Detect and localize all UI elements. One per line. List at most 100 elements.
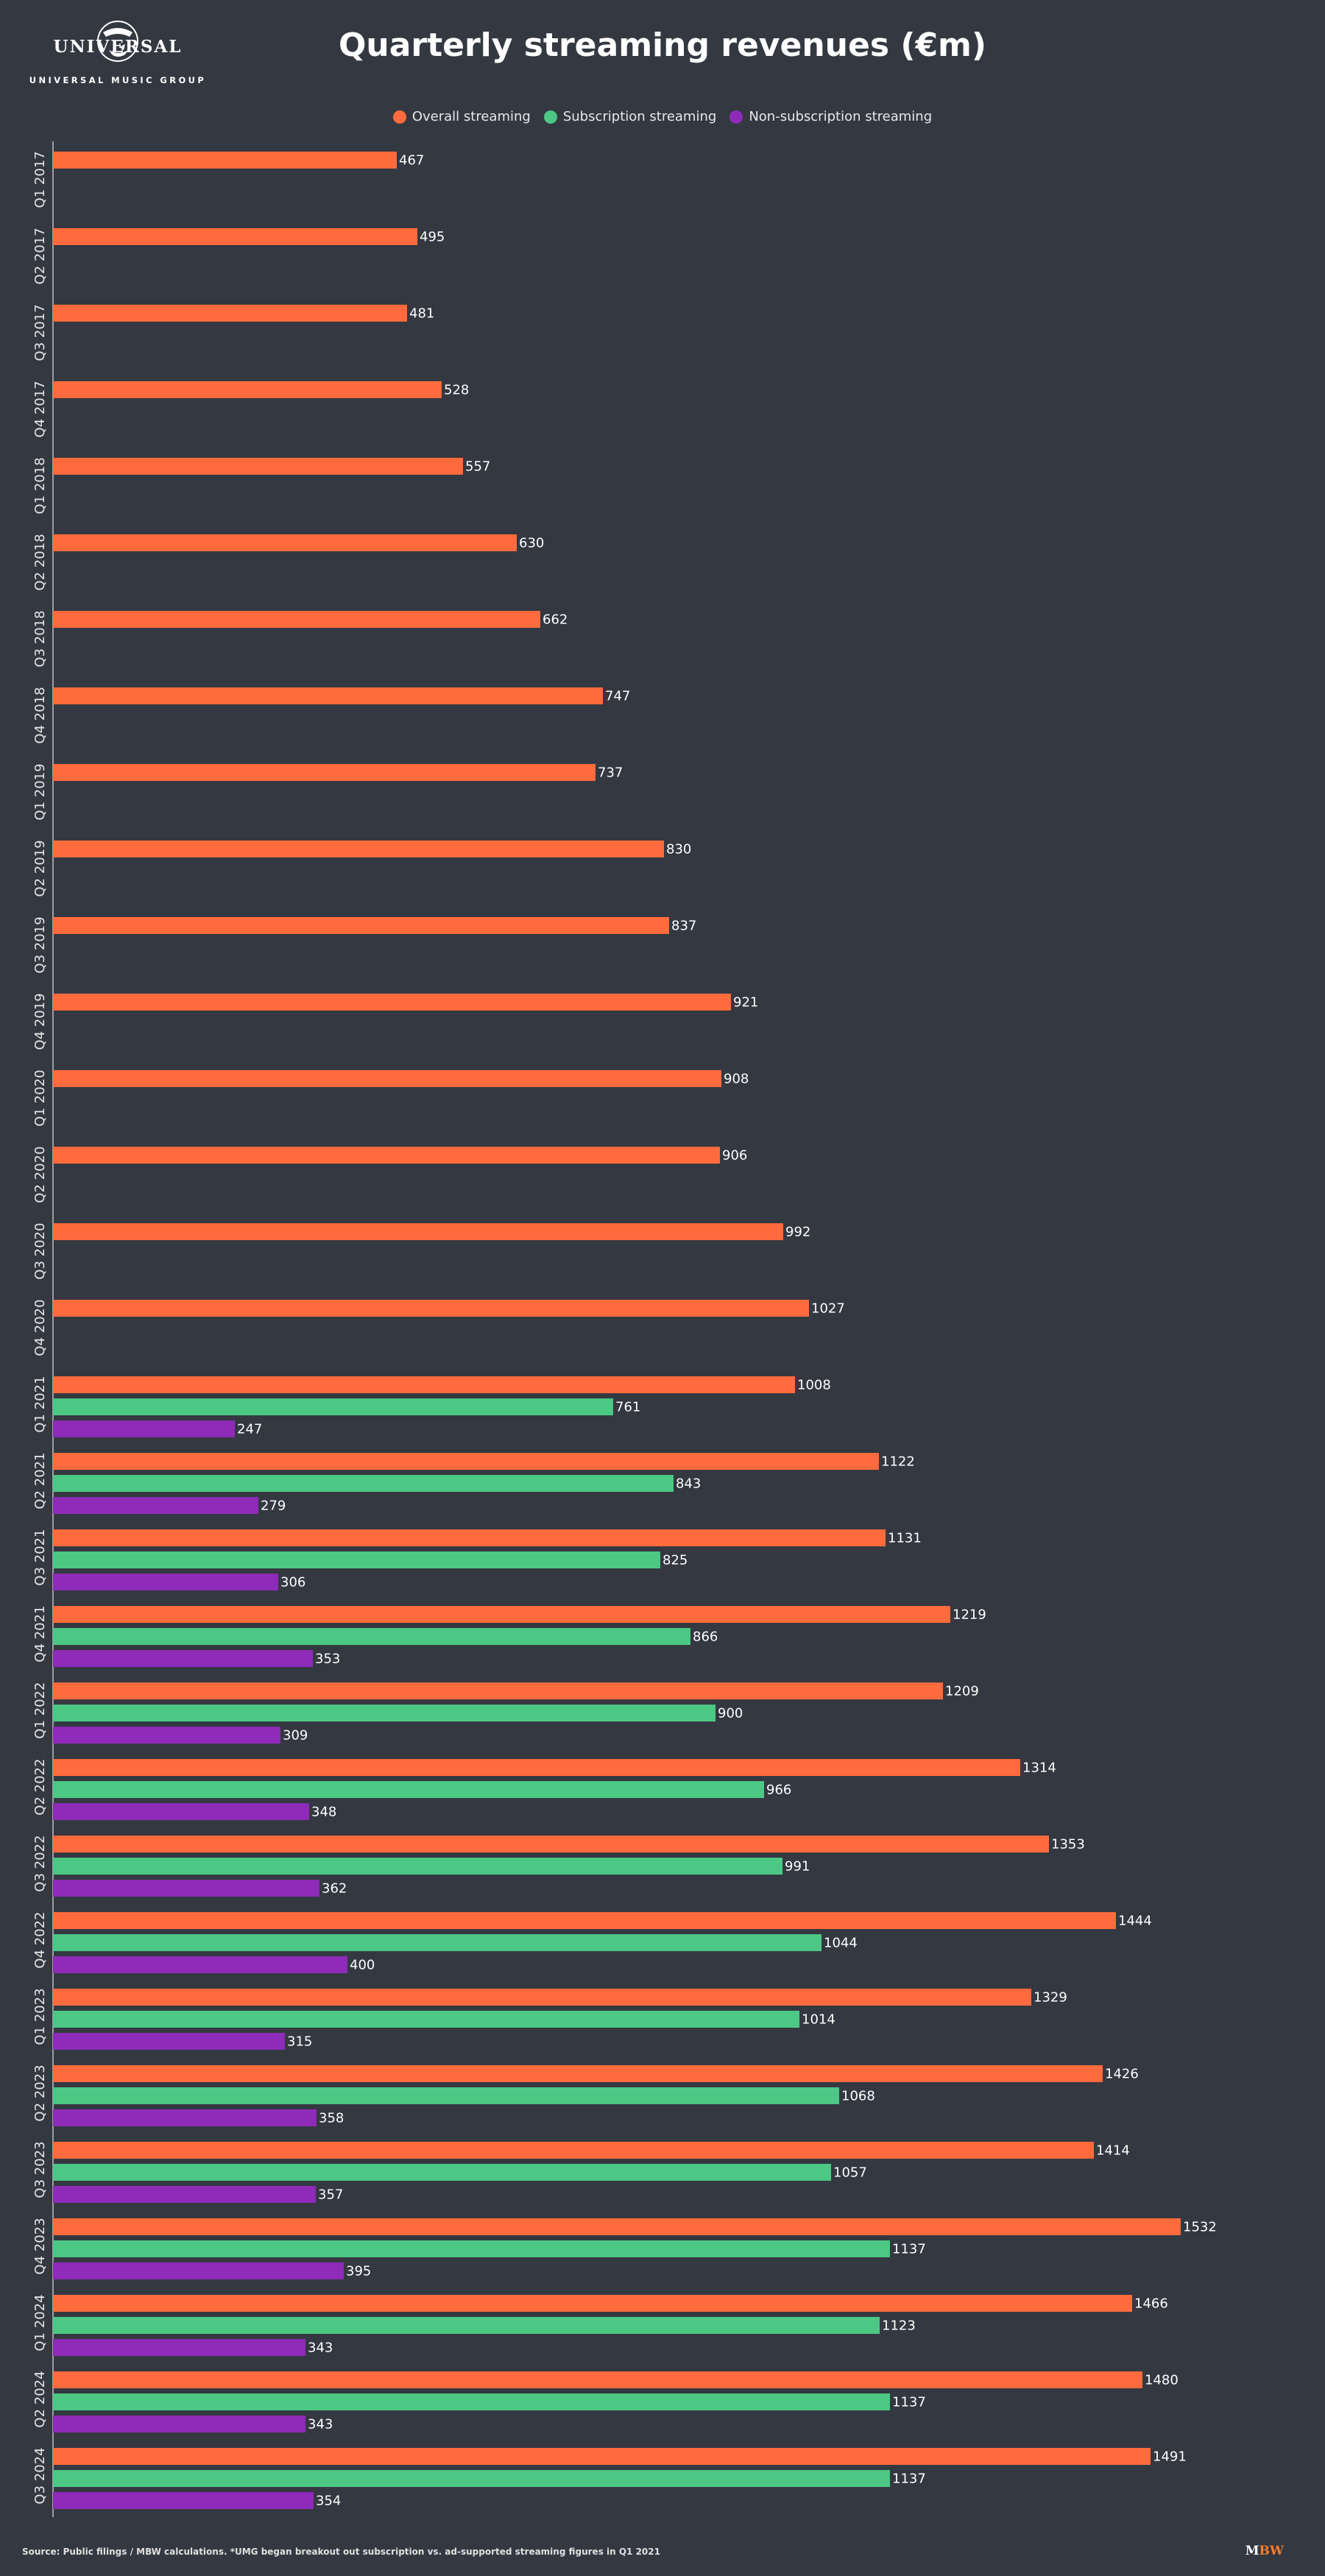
bar-subscription [53,2164,831,2181]
bar-overall [53,2448,1151,2465]
data-label-overall: 908 [724,1072,749,1087]
category-label: Q3 2018 [32,610,48,667]
bar-overall [53,1682,943,1699]
data-label-subscription: 1123 [882,2318,916,2334]
data-label-non-subscription: 395 [346,2264,371,2279]
bar-overall [53,458,463,475]
data-label-overall: 662 [543,612,568,628]
bar-non-subscription [53,1650,313,1667]
bar-overall [53,1606,950,1623]
bar-non-subscription [53,2262,344,2279]
bar-overall [53,1836,1049,1853]
bar-subscription [53,1551,660,1568]
data-label-overall: 528 [444,383,469,398]
category-label: Q3 2019 [32,916,48,973]
data-label-overall: 1209 [945,1684,979,1699]
data-label-overall: 1480 [1145,2373,1179,2388]
data-label-non-subscription: 358 [319,2111,344,2126]
category-label: Q2 2018 [32,534,48,590]
category-label: Q3 2021 [32,1529,48,1585]
data-label-non-subscription: 362 [322,1881,347,1897]
data-label-overall: 1491 [1153,2449,1187,2465]
bar-overall [53,2218,1181,2235]
bar-subscription [53,2393,890,2410]
chart-title: Quarterly streaming revenues (€m) [338,26,987,64]
globe-icon [97,21,138,62]
data-label-overall: 1131 [888,1531,922,1546]
bar-overall [53,2065,1103,2082]
category-label: Q1 2024 [32,2294,48,2351]
data-label-non-subscription: 357 [318,2187,343,2203]
mbw-logo-m: M [1245,2544,1259,2558]
bar-subscription [53,2470,890,2487]
data-label-overall: 1444 [1118,1914,1152,1929]
data-label-overall: 467 [399,153,424,169]
bar-non-subscription [53,2109,317,2126]
legend-marker-non-subscription [729,110,743,124]
data-label-non-subscription: 353 [315,1652,340,1667]
bar-subscription [53,1934,822,1951]
data-label-overall: 481 [409,306,434,322]
bar-overall [53,381,442,398]
category-label: Q1 2019 [32,763,48,820]
bar-overall [53,917,669,934]
category-label: Q1 2022 [32,1682,48,1738]
data-label-overall: 1414 [1096,2143,1130,2159]
data-label-overall: 1426 [1105,2067,1139,2082]
data-label-overall: 1219 [953,1607,986,1623]
bar-overall [53,841,664,857]
bar-overall [53,1223,783,1240]
category-label: Q1 2018 [32,457,48,514]
data-label-non-subscription: 354 [316,2494,341,2509]
data-label-overall: 1329 [1034,1990,1067,2006]
data-label-subscription: 1014 [802,2012,835,2028]
bar-overall [53,1147,720,1164]
source-note: Source: Public filings / MBW calculation… [22,2547,660,2557]
category-label: Q2 2017 [32,227,48,284]
universal-music-group-logo: UNIVERSAL UNIVERSAL MUSIC GROUP [28,18,208,91]
data-label-overall: 1466 [1134,2296,1168,2312]
bar-overall [53,764,596,781]
legend-marker-overall [392,110,406,124]
data-label-overall: 747 [605,689,630,704]
bar-non-subscription [53,1956,347,1973]
category-label: Q3 2023 [32,2141,48,2198]
category-label: Q1 2021 [32,1376,48,1432]
bar-subscription [53,1628,690,1645]
bar-subscription [53,2011,799,2028]
data-label-subscription: 1137 [892,2242,926,2257]
data-label-overall: 1122 [881,1454,915,1470]
bar-overall [53,1453,879,1470]
bar-subscription [53,2240,890,2257]
bar-overall [53,1070,721,1087]
mbw-logo: MBW [1246,2544,1284,2558]
category-label: Q3 2020 [32,1222,48,1279]
category-label: Q1 2023 [32,1988,48,2045]
category-label: Q4 2022 [32,1911,48,1968]
category-label: Q2 2019 [32,840,48,896]
bar-non-subscription [53,2416,305,2432]
data-label-non-subscription: 247 [237,1422,262,1437]
data-label-subscription: 825 [662,1553,688,1568]
bar-non-subscription [53,1727,280,1744]
category-label: Q2 2021 [32,1452,48,1509]
logo-subtitle: UNIVERSAL MUSIC GROUP [29,75,207,85]
data-label-non-subscription: 315 [287,2034,312,2050]
bar-subscription [53,1705,716,1722]
chart-legend: Overall streaming Subscription streaming N… [0,109,1325,124]
data-label-overall: 1008 [797,1378,831,1393]
bar-non-subscription [53,1420,235,1437]
bar-non-subscription [53,2033,285,2050]
data-label-overall: 1353 [1051,1837,1085,1853]
bar-non-subscription [53,2186,316,2203]
category-label: Q2 2022 [32,1758,48,1815]
category-label: Q1 2017 [32,151,48,208]
data-label-overall: 921 [733,995,758,1011]
bar-overall [53,228,417,245]
data-label-subscription: 900 [718,1706,743,1722]
bar-overall [53,152,397,169]
legend-item-overall: Overall streaming [392,109,531,124]
data-label-overall: 737 [598,765,623,781]
legend-item-subscription: Subscription streaming [543,109,716,124]
